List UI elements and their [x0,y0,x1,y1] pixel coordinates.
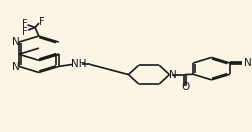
Text: F: F [39,16,45,27]
Text: N: N [244,58,251,68]
Text: N: N [12,62,19,72]
Text: N: N [12,37,19,47]
Text: NH: NH [71,59,86,69]
Text: F: F [22,27,28,37]
Text: F: F [22,19,27,29]
Text: O: O [181,82,189,92]
Text: N: N [169,70,176,80]
